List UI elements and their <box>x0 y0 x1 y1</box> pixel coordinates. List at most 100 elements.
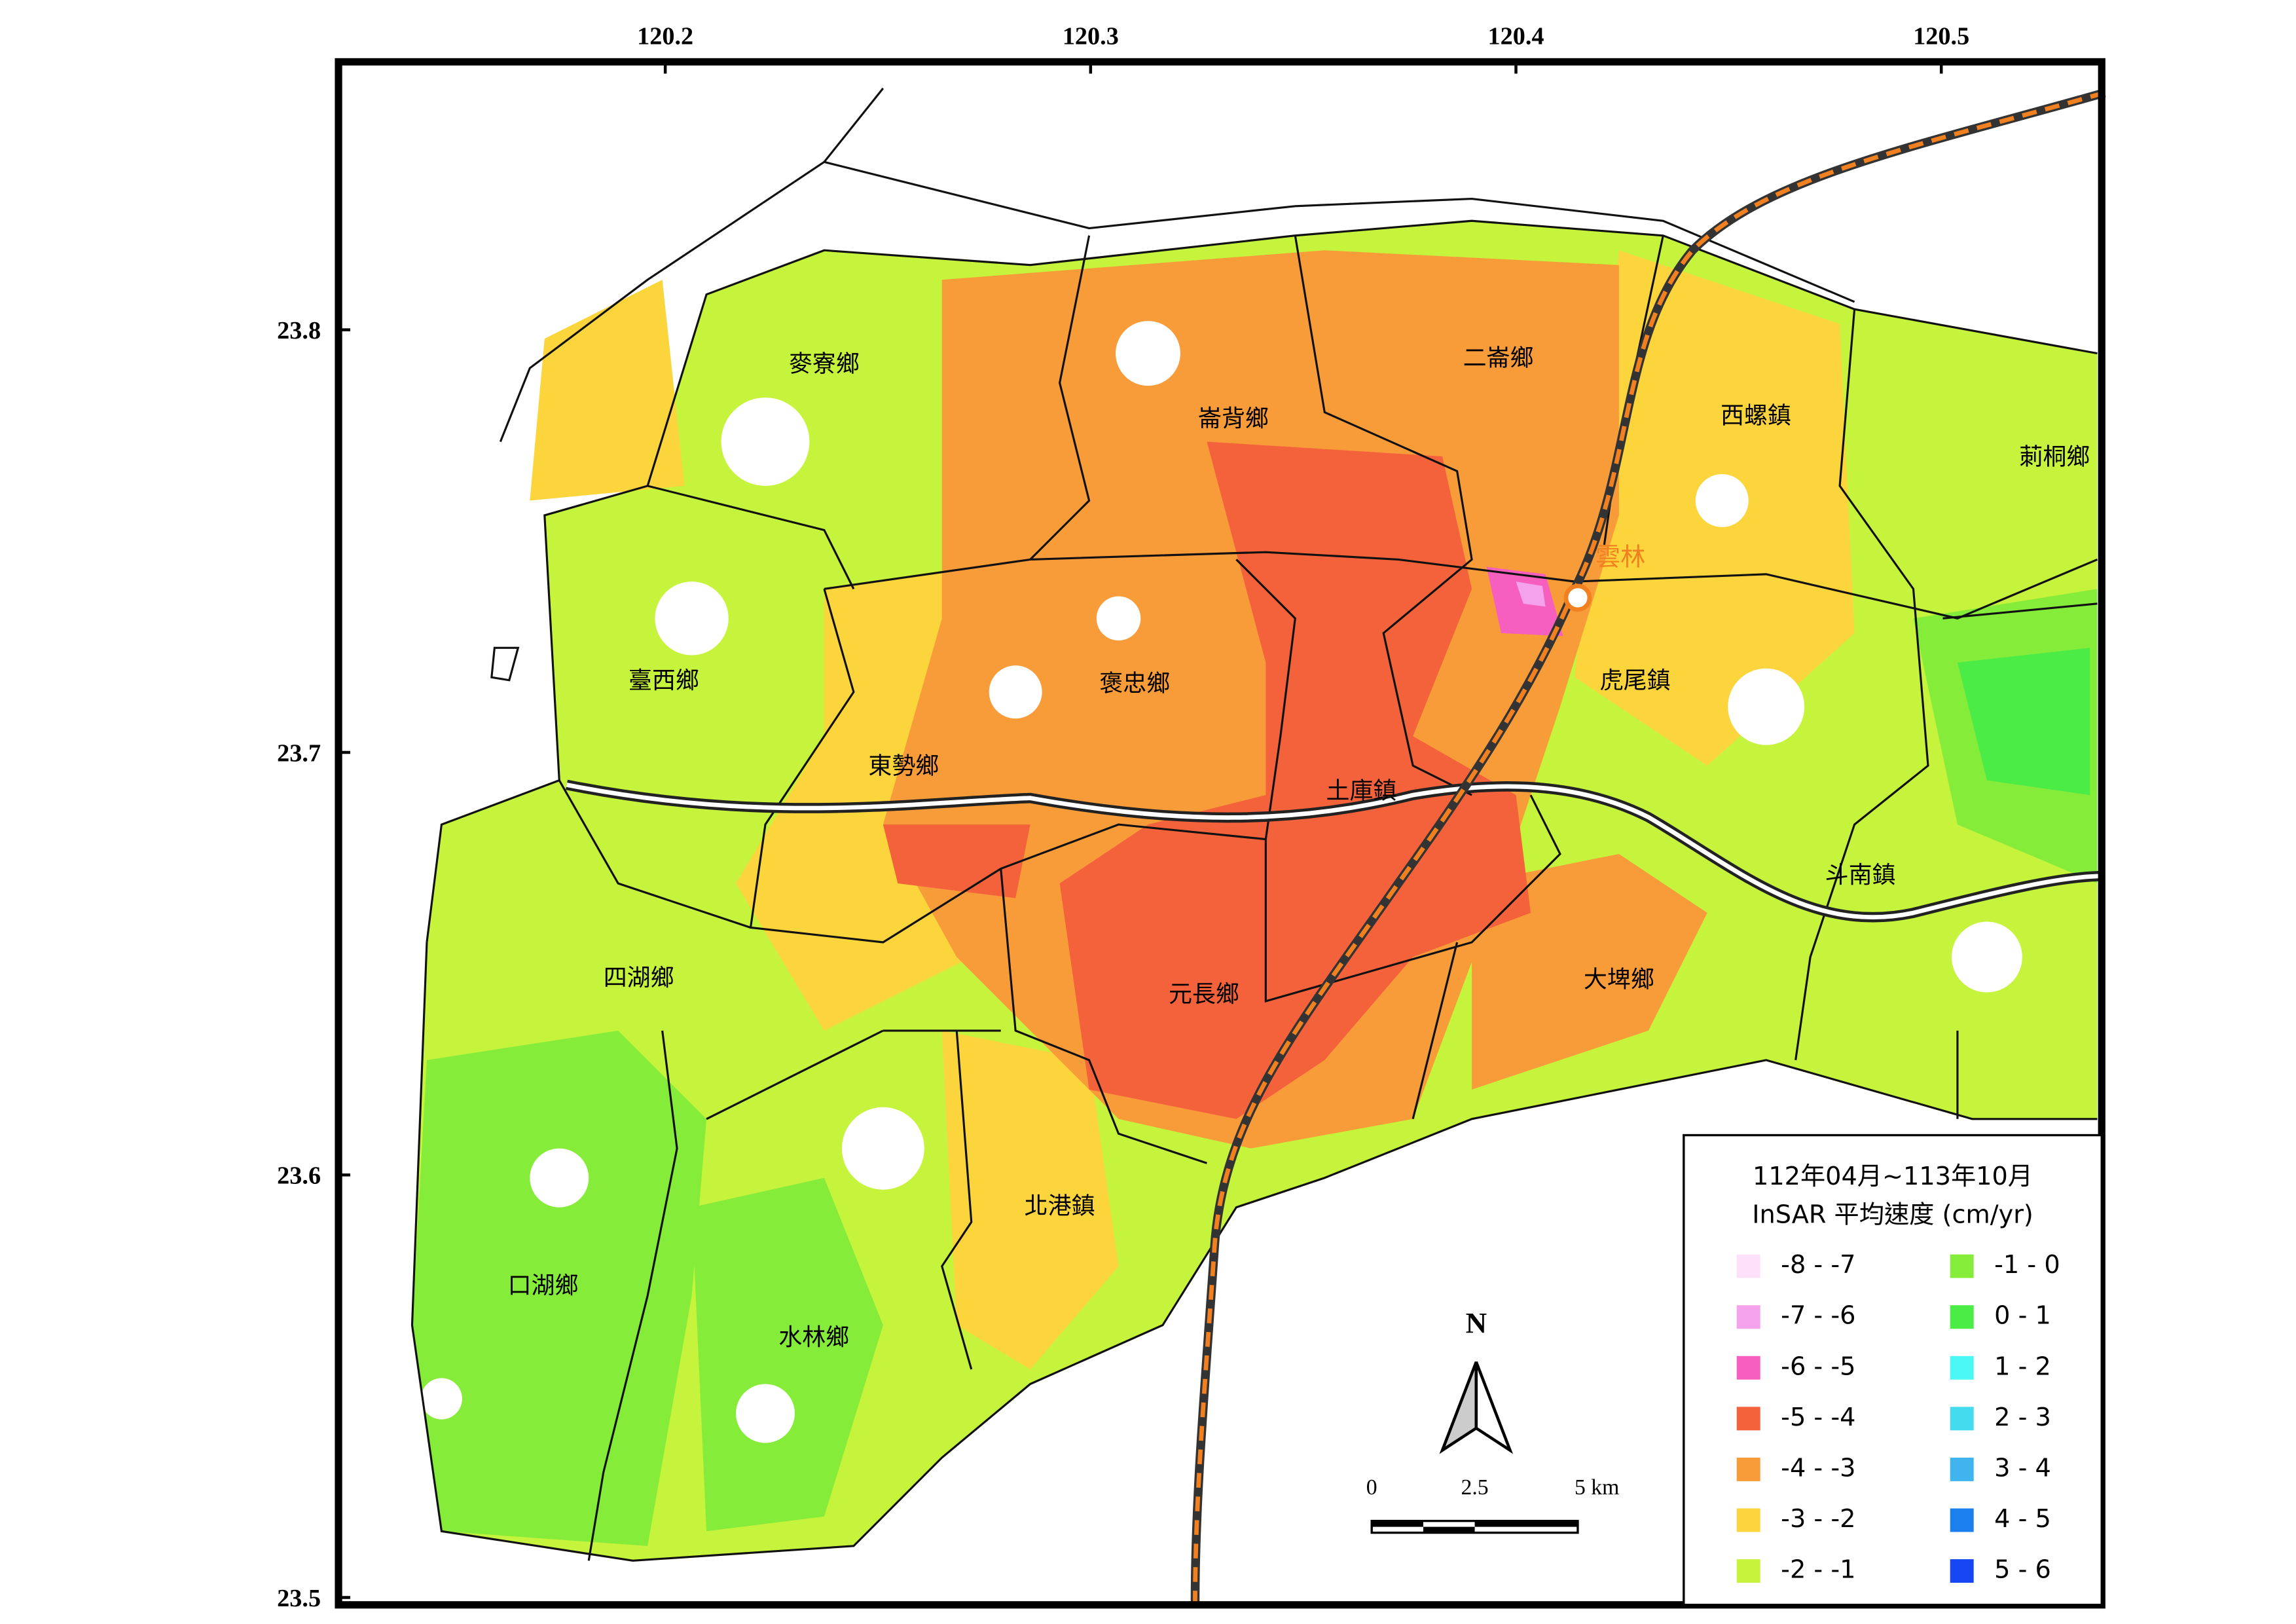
legend-swatch <box>1736 1407 1760 1431</box>
legend-swatch <box>1950 1356 1974 1380</box>
legend-label: 1 - 2 <box>1994 1352 2051 1381</box>
scale-bar: 0 2.5 5 km <box>1366 1475 1619 1534</box>
frame-border <box>335 58 2105 1609</box>
town-label: 土庫鎮 <box>1326 778 1397 805</box>
velocity-field <box>412 221 2098 1561</box>
legend-label: 4 - 5 <box>1994 1505 2051 1534</box>
town-label: 褒忠鄉 <box>1099 671 1170 697</box>
velocity-patch <box>691 1177 883 1532</box>
legend-title: 112年04月~113年10月 <box>1753 1162 2033 1191</box>
legend-swatch <box>1950 1407 1974 1431</box>
county-line <box>410 942 2098 1562</box>
station-label: 雲林 <box>1595 543 1645 572</box>
town-label: 麥寮鄉 <box>789 351 860 378</box>
lat-tick-label: 23.7 <box>277 739 321 767</box>
legend-swatch <box>1950 1305 1974 1329</box>
town-label: 斗南鎮 <box>1825 862 1896 889</box>
north-label: N <box>1466 1306 1487 1339</box>
town-label: 口湖鄉 <box>508 1272 579 1299</box>
town-label: 大埤鄉 <box>1584 966 1654 993</box>
town-line <box>558 485 855 929</box>
town-line <box>1795 309 1929 1061</box>
legend-label: -3 - -2 <box>1781 1505 1855 1534</box>
lon-tick-label: 120.4 <box>1488 22 1544 50</box>
legend-swatch <box>1736 1457 1760 1481</box>
data-gap <box>655 581 729 655</box>
map-frame: 120.2 120.3 120.4 120.5 23.8 23.7 23.6 23.5 <box>277 22 2105 1612</box>
legend-label: 0 - 1 <box>1994 1302 2051 1331</box>
data-gap <box>1096 596 1141 641</box>
legend-title: InSAR 平均速度 (cm/yr) <box>1752 1201 2033 1230</box>
data-gap <box>1116 321 1180 386</box>
velocity-patch <box>1516 581 1546 607</box>
town-line <box>1942 602 2098 1119</box>
town-line <box>824 551 2098 619</box>
legend-label: -8 - -7 <box>1781 1251 1855 1280</box>
town-label: 莿桐鄉 <box>2019 443 2090 470</box>
town-line <box>587 1029 884 1561</box>
data-gap <box>721 397 810 486</box>
legend-label: 3 - 4 <box>1994 1454 2051 1483</box>
town-label: 虎尾鎮 <box>1600 667 1671 694</box>
station-marker <box>1563 583 1592 612</box>
scale-seg <box>1372 1521 1423 1527</box>
town-label: 水林鄉 <box>778 1324 849 1351</box>
town-label: 四湖鄉 <box>604 965 674 991</box>
legend-label: -7 - -6 <box>1781 1302 1855 1331</box>
lon-tick-label: 120.3 <box>1063 22 1119 50</box>
scale-label: 5 km <box>1575 1475 1619 1500</box>
scale-seg <box>1423 1526 1475 1533</box>
lat-tick-label: 23.5 <box>277 1585 321 1612</box>
data-gap <box>841 1107 924 1190</box>
velocity-patch <box>1957 648 2090 796</box>
town-label: 元長鄉 <box>1169 981 1239 1008</box>
lat-tick-label: 23.8 <box>277 317 321 344</box>
legend-swatch <box>1736 1305 1760 1329</box>
legend-swatch <box>1950 1457 1974 1481</box>
data-gap <box>1695 473 1749 527</box>
town-line <box>1029 235 1091 561</box>
legend-label: -6 - -5 <box>1781 1352 1855 1381</box>
town-label: 崙背鄉 <box>1198 405 1269 432</box>
velocity-patch <box>530 280 685 501</box>
velocity-patch <box>883 824 1030 898</box>
highway <box>565 779 2105 923</box>
railway-inner <box>1193 90 2105 1605</box>
town-label: 臺西鄉 <box>629 667 699 694</box>
legend-swatch <box>1736 1254 1760 1278</box>
velocity-patch <box>941 1030 1119 1370</box>
legend-swatch <box>1950 1508 1974 1532</box>
legend-swatch <box>1736 1508 1760 1532</box>
legend: 112年04月~113年10月 InSAR 平均速度 (cm/yr) -8 - … <box>1683 1134 2103 1606</box>
town-line <box>883 868 1207 1370</box>
data-gap <box>989 665 1042 719</box>
legend-swatch <box>1736 1356 1760 1380</box>
legend-label: -2 - -1 <box>1781 1556 1855 1585</box>
station: 雲林 <box>1563 543 1645 612</box>
scale-label: 2.5 <box>1461 1475 1488 1500</box>
velocity-patch <box>412 1030 707 1546</box>
data-gap <box>1951 921 2022 993</box>
legend-label: 5 - 6 <box>1994 1556 2051 1585</box>
town-label: 東勢鄉 <box>868 752 939 779</box>
data-gap <box>530 1148 589 1208</box>
town-label: 西螺鎮 <box>1721 402 1791 429</box>
lon-tick-label: 120.5 <box>1913 22 1969 50</box>
legend-swatch <box>1736 1559 1760 1583</box>
island <box>490 646 520 682</box>
arrow-right <box>1474 1361 1514 1454</box>
scale-label: 0 <box>1366 1475 1377 1500</box>
town-line <box>1264 794 1561 1120</box>
lon-tick-label: 120.2 <box>637 22 693 50</box>
coast-line <box>499 87 1855 443</box>
data-gap <box>420 1378 462 1420</box>
legend-label: 2 - 3 <box>1994 1403 2051 1432</box>
scale-seg <box>1474 1521 1578 1527</box>
legend-swatch <box>1950 1559 1974 1583</box>
lat-tick-label: 23.6 <box>277 1162 321 1190</box>
railway <box>1190 88 2106 1605</box>
data-gap <box>1728 668 1805 745</box>
velocity-patch <box>1059 441 1531 1119</box>
